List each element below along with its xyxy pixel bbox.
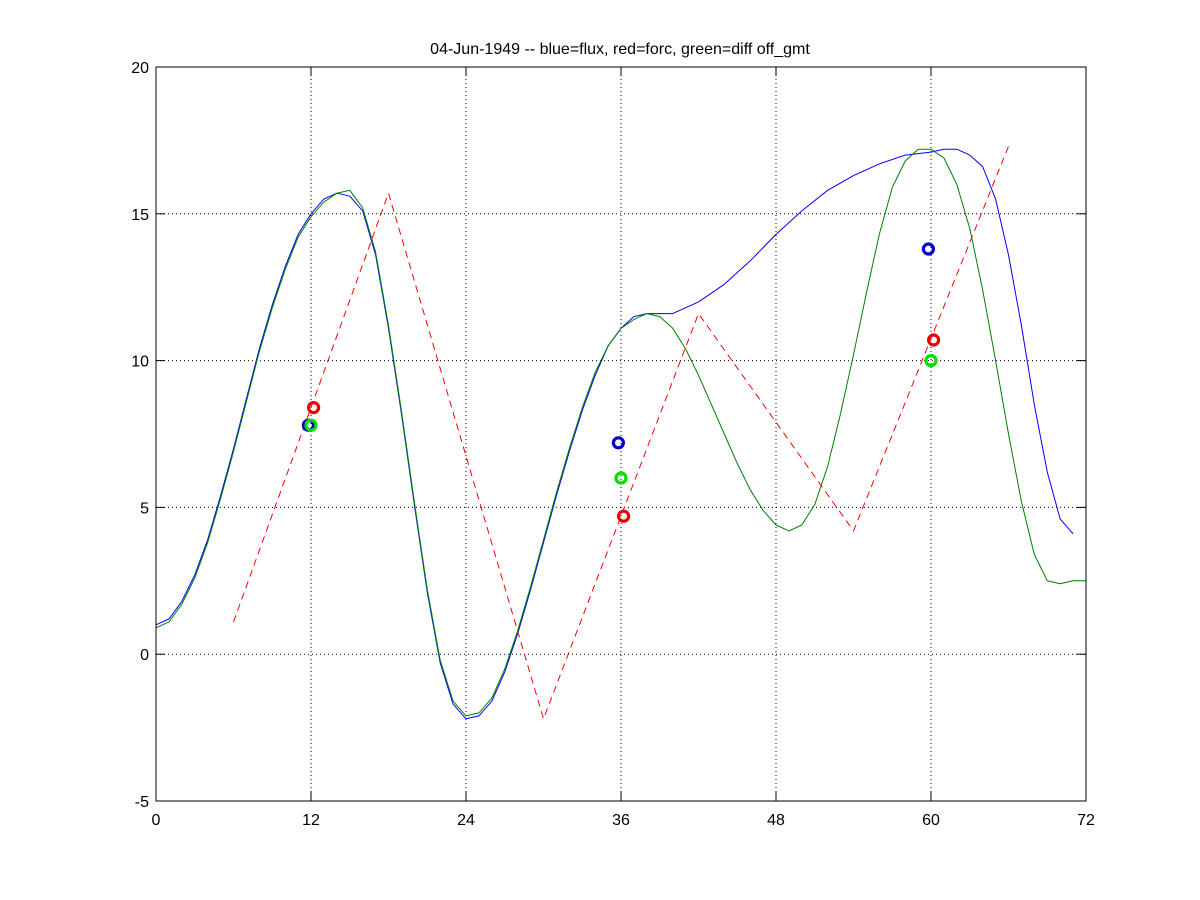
- plot-frame: [155, 66, 1087, 802]
- x-tick-label: 72: [1077, 812, 1095, 829]
- x-tick-label: 60: [922, 812, 940, 829]
- series-line-diff: [155, 148, 1086, 717]
- x-tick-label: 36: [612, 812, 630, 829]
- point-flux: [921, 242, 936, 256]
- chart-title: 04-Jun-1949 -- blue=flux, red=forc, gree…: [430, 41, 810, 58]
- grid: [156, 67, 1086, 801]
- x-tick-label: 12: [302, 812, 320, 829]
- point-diff: [614, 471, 628, 485]
- y-tick-label: 15: [131, 207, 149, 224]
- point-diff: [304, 418, 318, 432]
- series-layer: [155, 146, 1086, 720]
- point-diff: [924, 354, 938, 368]
- y-tick-label: 5: [140, 500, 149, 517]
- point-flux: [611, 436, 626, 450]
- x-tick-label: 24: [457, 812, 475, 829]
- y-tick-label: 20: [131, 60, 149, 77]
- x-tick-label: 0: [152, 812, 161, 829]
- point-forc: [616, 509, 631, 523]
- series-line-flux: [155, 148, 1074, 720]
- point-forc: [926, 333, 941, 347]
- point-forc: [307, 401, 321, 415]
- y-tick-label: 0: [140, 647, 149, 664]
- plot-area: [155, 66, 1087, 802]
- x-tick-label: 48: [767, 812, 785, 829]
- y-tick-label: 10: [131, 354, 149, 371]
- y-tick-label: -5: [135, 794, 149, 811]
- marker-layer: [301, 242, 941, 523]
